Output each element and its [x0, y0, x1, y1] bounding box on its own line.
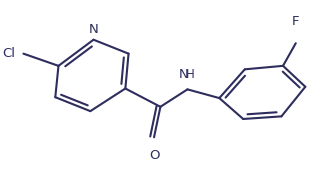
Text: F: F — [292, 15, 299, 28]
Text: Cl: Cl — [3, 47, 16, 60]
Text: H: H — [186, 68, 195, 81]
Text: N: N — [179, 68, 189, 81]
Text: N: N — [89, 23, 98, 36]
Text: O: O — [149, 149, 159, 162]
